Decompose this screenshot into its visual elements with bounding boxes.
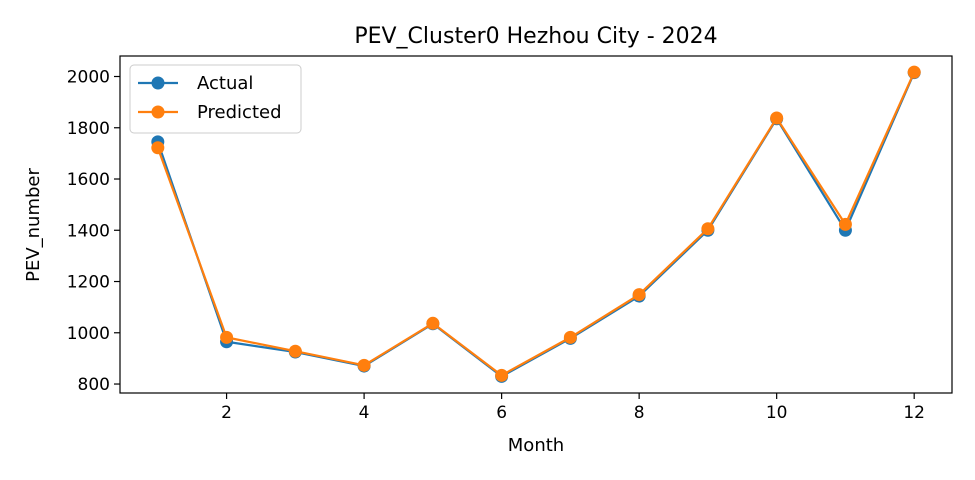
plot-frame: [119, 55, 953, 394]
y-tick-label: 800: [78, 375, 110, 395]
data-point-predicted: [357, 358, 371, 372]
plot-area: [119, 55, 953, 394]
series-line-predicted: [156, 71, 916, 377]
y-tick-label: 1800: [67, 119, 110, 139]
x-tick-label: 2: [221, 403, 232, 423]
x-tick-label: 12: [903, 403, 925, 423]
y-tick-label: 1400: [67, 221, 110, 241]
data-point-predicted: [632, 288, 646, 302]
y-tick-label: 2000: [67, 68, 110, 88]
data-point-predicted: [563, 330, 577, 344]
data-point-predicted: [701, 222, 715, 236]
x-tick-label: 10: [766, 403, 788, 423]
data-point-predicted: [770, 111, 784, 125]
x-tick-label: 8: [634, 403, 645, 423]
series-layer: [151, 65, 921, 383]
x-axis: 2 4 6 8 10 12: [221, 393, 925, 423]
y-axis-label: PEV_number: [23, 168, 44, 282]
x-axis-label: Month: [508, 435, 564, 456]
y-tick-label: 1200: [67, 273, 110, 293]
legend-swatch-marker: [151, 76, 165, 90]
y-tick-label: 1600: [67, 170, 110, 190]
legend-label-actual: Actual: [197, 73, 253, 94]
data-point-predicted: [220, 330, 234, 344]
data-point-predicted: [426, 316, 440, 330]
legend-label-predicted: Predicted: [197, 102, 282, 123]
data-point-predicted: [838, 217, 852, 231]
data-point-predicted: [907, 65, 921, 79]
x-tick-label: 4: [359, 403, 370, 423]
data-point-predicted: [495, 368, 509, 382]
legend-swatch-marker: [151, 105, 165, 119]
y-axis: 800 1000 1200 1400 1600 1800 2000: [67, 68, 120, 395]
chart-title: PEV_Cluster0 Hezhou City - 2024: [354, 24, 717, 49]
x-tick-label: 6: [496, 403, 507, 423]
data-point-predicted: [151, 141, 165, 155]
y-tick-label: 1000: [67, 324, 110, 344]
data-point-predicted: [288, 344, 302, 358]
legend: Actual Predicted: [129, 64, 302, 134]
